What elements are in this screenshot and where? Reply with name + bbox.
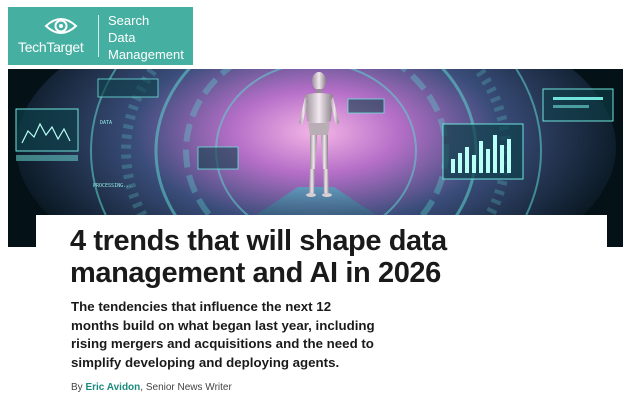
robot-figure	[299, 72, 339, 197]
author-role: , Senior News Writer	[140, 382, 232, 393]
brand-name: TechTarget	[18, 39, 84, 55]
article-header-card: 4 trends that will shape data management…	[36, 215, 607, 400]
hud-panel-left	[15, 108, 79, 161]
article-headline: 4 trends that will shape data management…	[70, 225, 447, 289]
article-dek: The tendencies that influence the next 1…	[71, 299, 375, 370]
author-link[interactable]: Eric Avidon	[85, 382, 141, 393]
section-name-line3: Management	[108, 47, 184, 62]
hud-panel-right	[442, 123, 524, 180]
eye-logo-icon	[44, 18, 78, 34]
hud-label-processing: PROCESSING...	[93, 183, 132, 189]
hud-label-data: DATA	[100, 120, 112, 126]
section-name-line1: Search	[108, 13, 150, 28]
site-logo-banner[interactable]: TechTarget Search Data Management	[8, 7, 193, 65]
section-name[interactable]: Search Data Management	[108, 12, 184, 63]
logo-divider	[98, 15, 99, 57]
section-name-line2: Data	[108, 30, 136, 45]
byline-prefix: By	[71, 382, 83, 393]
techtarget-logo[interactable]: TechTarget	[18, 15, 90, 59]
byline: By Eric Avidon, Senior News Writer	[71, 382, 232, 393]
